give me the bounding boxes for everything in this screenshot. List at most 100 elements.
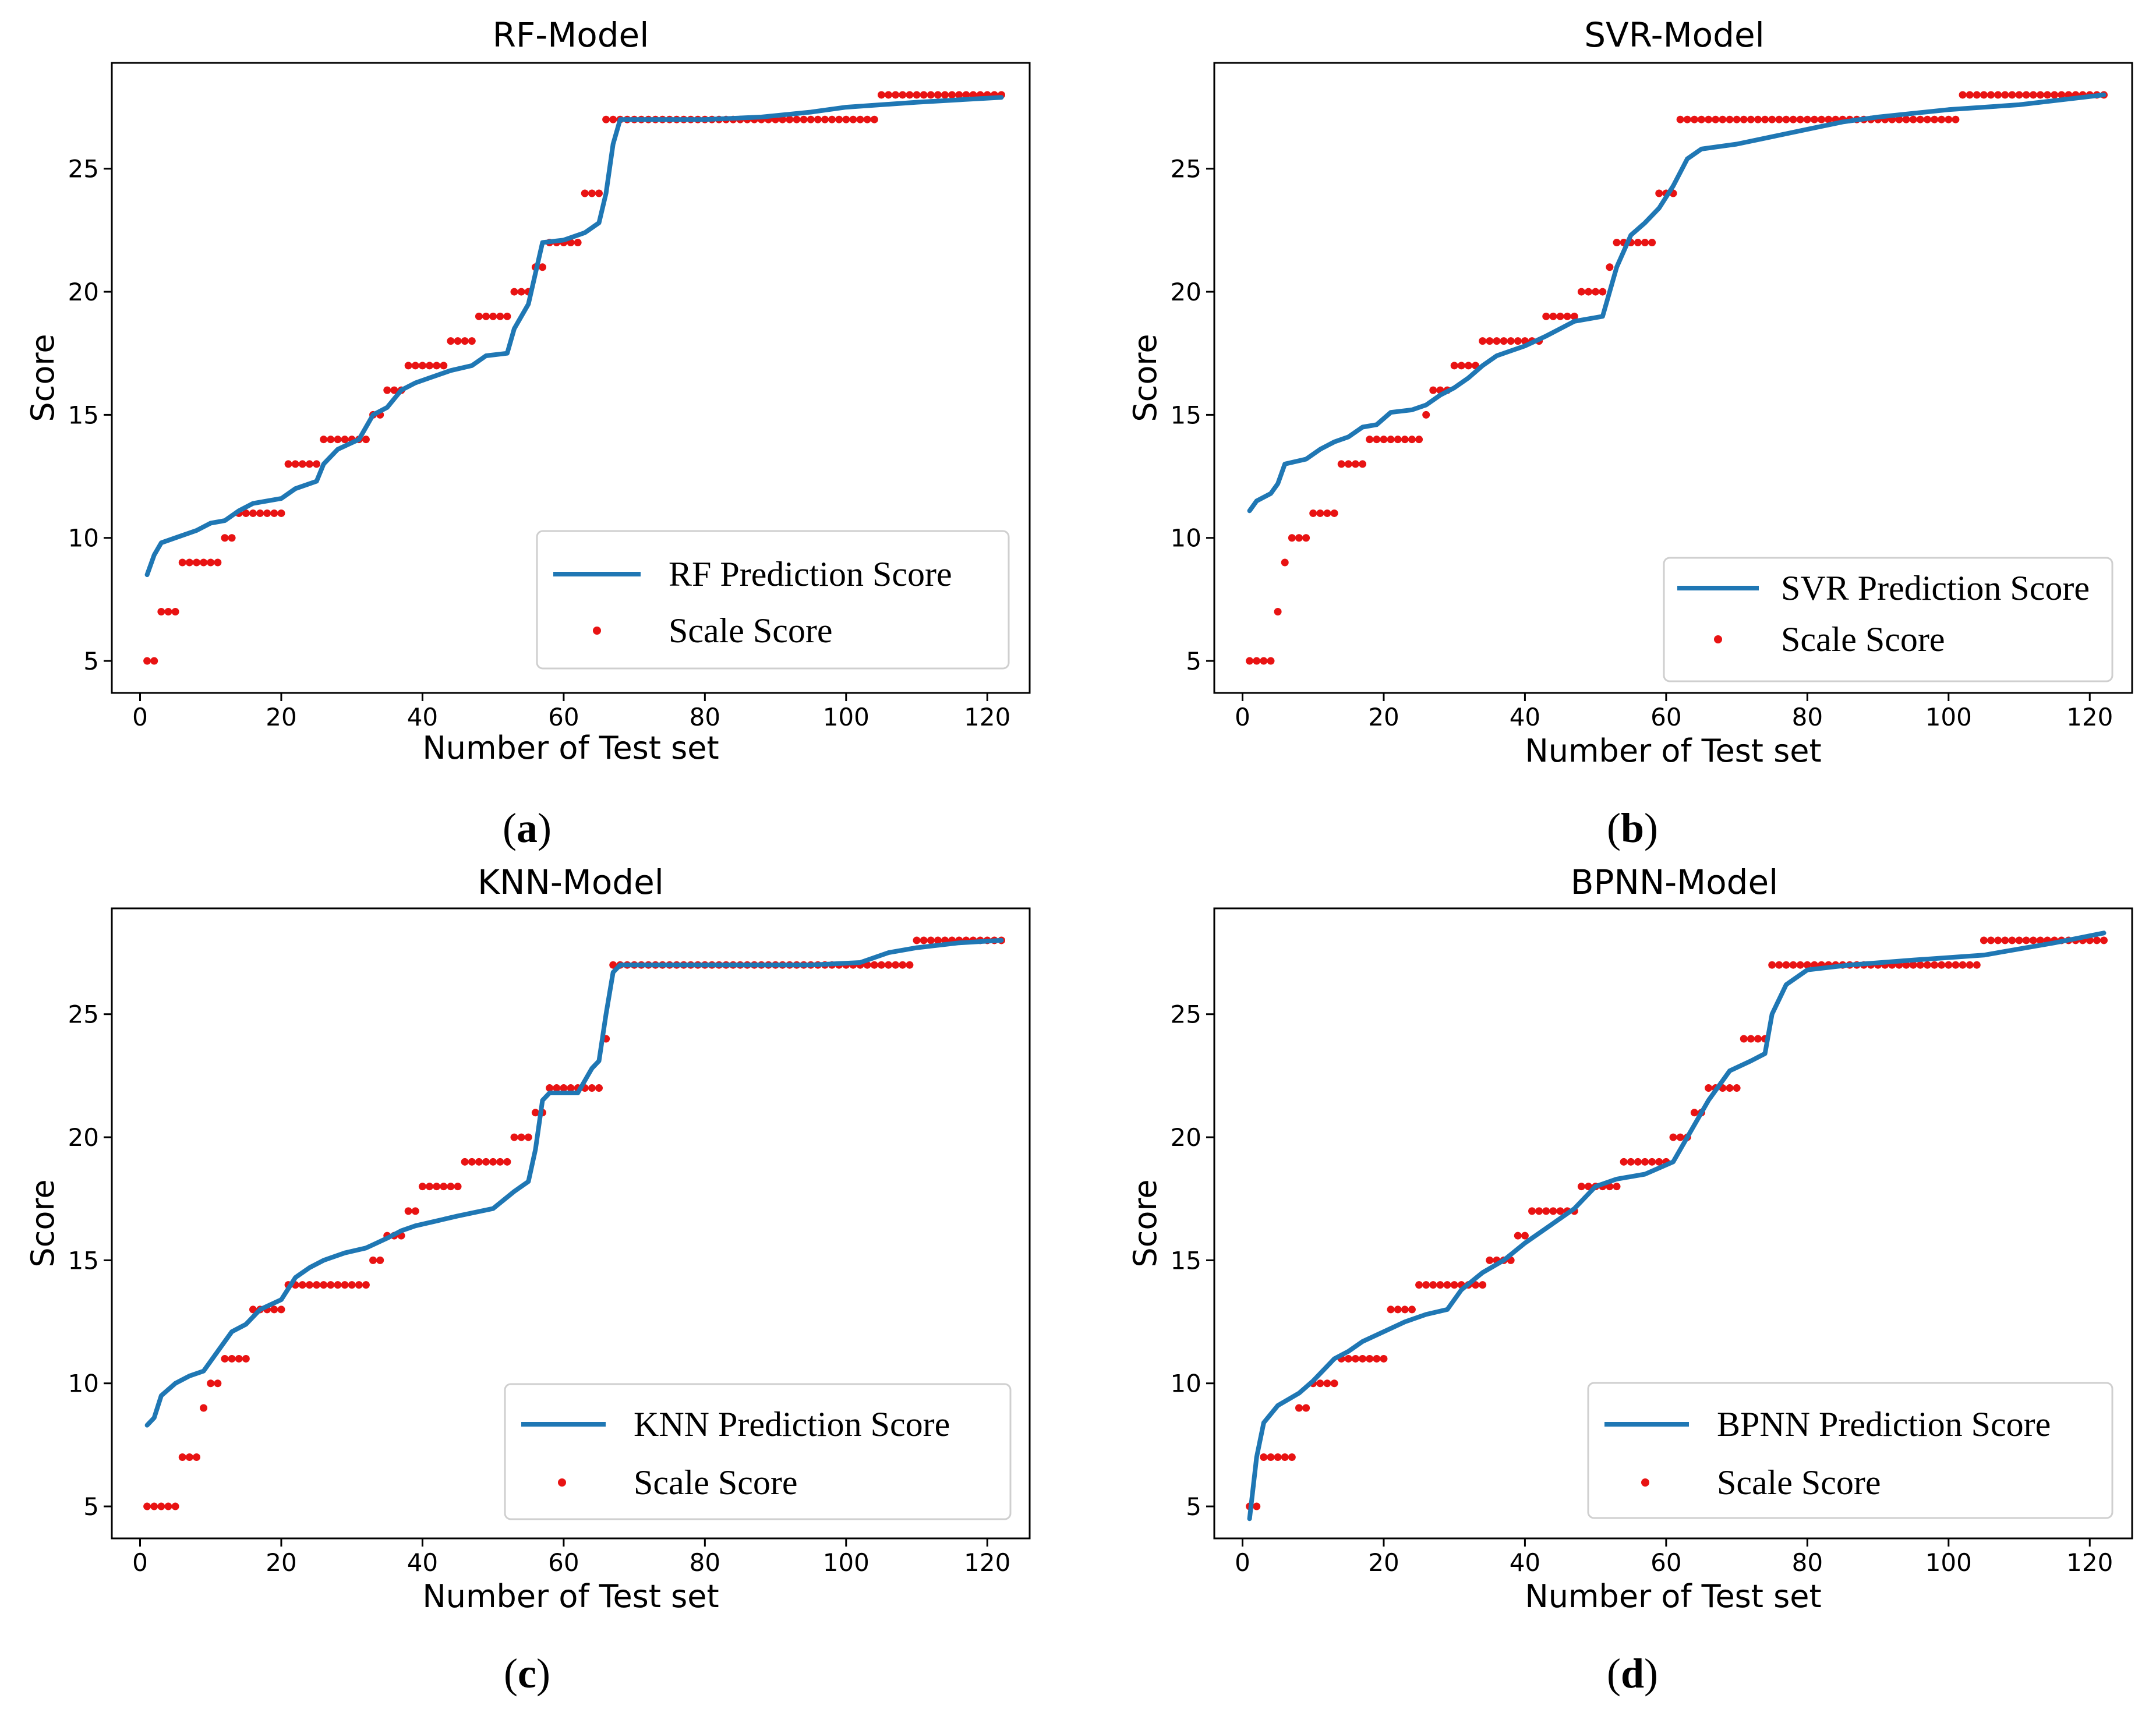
scale-score-point — [517, 288, 525, 296]
y-axis-label: Score — [1127, 1179, 1164, 1267]
scale-score-point — [1528, 1207, 1536, 1215]
x-tick-label: 60 — [548, 1548, 579, 1577]
scale-score-point — [885, 91, 893, 99]
y-tick-label: 5 — [83, 1492, 99, 1521]
scale-score-point — [2044, 91, 2052, 99]
scale-score-point — [475, 312, 483, 320]
y-tick-label: 20 — [68, 278, 99, 306]
plot-area: 0 20 40 60 80 100 120 5 10 15 20 25 — [68, 91, 1010, 731]
scale-score-point — [1987, 91, 1995, 99]
legend-box — [1663, 557, 2113, 682]
scale-score-point — [468, 1158, 476, 1166]
scale-score-point — [1521, 1232, 1529, 1240]
y-axis-label: Score — [1127, 334, 1164, 422]
scale-score-point — [1789, 961, 1797, 969]
scale-score-point — [1733, 115, 1741, 123]
scale-score-point — [362, 1281, 370, 1289]
scale-score-point — [1959, 961, 1967, 969]
scale-score-point — [1613, 1183, 1621, 1191]
scale-score-point — [1641, 1158, 1649, 1166]
scale-score-point — [1486, 337, 1494, 345]
scale-score-point — [1775, 961, 1783, 969]
scale-score-point — [1493, 337, 1501, 345]
y-tick-label: 15 — [68, 1246, 99, 1275]
scale-score-point — [1514, 337, 1522, 345]
y-tick-label: 5 — [1186, 1492, 1201, 1521]
scale-score-point — [1316, 509, 1324, 517]
y-tick-label: 20 — [1171, 278, 1201, 306]
y-tick-label: 15 — [68, 401, 99, 429]
scale-score-point — [305, 1281, 313, 1289]
scale-score-point — [1450, 1281, 1458, 1289]
x-tick-label: 80 — [1792, 1548, 1823, 1577]
scale-score-point — [1980, 936, 1988, 944]
scale-score-point — [270, 1305, 278, 1314]
scale-score-point — [892, 961, 900, 969]
scale-score-point — [298, 460, 306, 468]
scale-score-point — [1429, 1281, 1437, 1289]
scale-score-point — [1387, 1305, 1395, 1314]
scale-score-point — [1351, 460, 1359, 468]
y-tick-label: 25 — [68, 1000, 99, 1029]
scale-score-point — [277, 1305, 285, 1314]
scale-score-point — [1916, 115, 1924, 123]
panel-bpnn-model: BPNN-Model 0 20 40 60 80 100 120 5 10 15 20 25 Numb… — [1127, 862, 2133, 1697]
scale-score-point — [2036, 91, 2044, 99]
y-axis-label: Score — [24, 1179, 61, 1267]
y-tick-label: 15 — [1171, 401, 1201, 429]
scale-score-point — [440, 1183, 448, 1191]
scale-score-point — [263, 509, 271, 517]
legend-entry-prediction: BPNN Prediction Score — [1717, 1405, 2051, 1443]
scale-score-point — [1295, 534, 1303, 542]
scale-score-point — [1288, 534, 1296, 542]
x-tick-label: 80 — [690, 1548, 720, 1577]
plot-frame — [1213, 907, 2133, 1540]
scale-score-point — [1507, 337, 1515, 345]
scale-score-point — [348, 1281, 356, 1289]
scale-score-point — [404, 362, 412, 370]
scale-score-point — [1549, 312, 1557, 320]
scale-score-point — [1796, 961, 1804, 969]
scale-score-point — [320, 436, 328, 444]
scale-score-point — [609, 115, 617, 123]
scale-score-point — [1577, 288, 1585, 296]
scale-score-point — [2058, 91, 2066, 99]
scale-score-point — [1316, 1379, 1324, 1388]
scale-score-point — [411, 1207, 419, 1215]
scale-score-point — [1563, 312, 1571, 320]
scale-score-point — [913, 91, 921, 99]
scale-score-point — [1570, 312, 1578, 320]
scale-score-point — [207, 1379, 215, 1388]
scale-score-point — [1994, 936, 2002, 944]
scale-score-point — [178, 558, 186, 567]
scale-score-point — [277, 509, 285, 517]
scale-score-point — [1373, 436, 1381, 444]
scale-score-point — [1747, 1035, 1755, 1043]
scale-score-point — [284, 460, 292, 468]
scale-score-point — [1479, 337, 1487, 345]
scale-score-point — [934, 91, 942, 99]
scale-score-point — [1337, 460, 1345, 468]
scale-score-point — [143, 657, 151, 665]
scale-score-point — [171, 608, 179, 616]
scale-score-point — [1408, 436, 1416, 444]
scale-score-point — [200, 1404, 208, 1412]
prediction-score-line — [144, 937, 1004, 1428]
scale-score-point — [546, 1084, 554, 1092]
scale-score-point — [941, 91, 949, 99]
scale-score-point — [1803, 961, 1811, 969]
legend-marker-swatch — [1641, 1478, 1649, 1487]
scale-score-point — [2100, 936, 2108, 944]
scale-score-point — [1323, 509, 1331, 517]
scale-score-point — [1697, 115, 1705, 123]
scale-score-point — [157, 1502, 165, 1510]
scale-score-point — [1302, 534, 1310, 542]
scale-score-point — [1648, 239, 1656, 247]
scale-score-point — [1274, 608, 1282, 616]
scale-score-point — [1902, 115, 1910, 123]
scale-score-point — [418, 1183, 426, 1191]
plot-frame — [1213, 62, 2133, 694]
scale-score-point — [1472, 1281, 1480, 1289]
prediction-score-line — [144, 95, 1004, 578]
